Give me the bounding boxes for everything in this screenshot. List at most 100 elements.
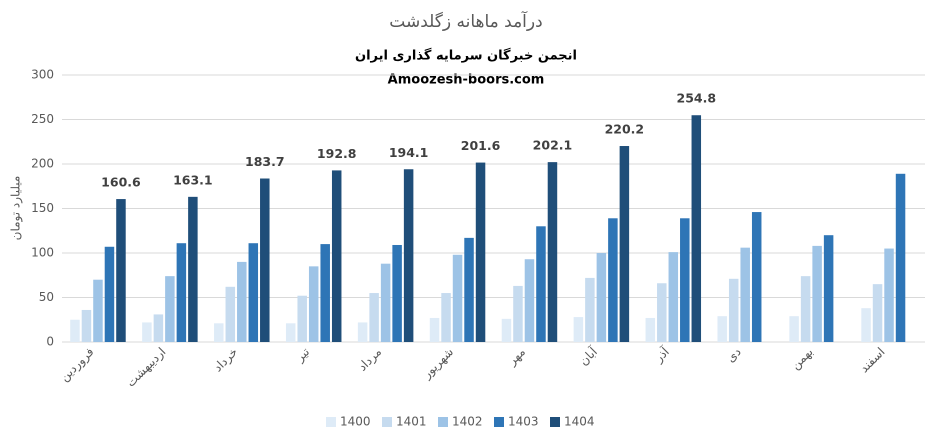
bar bbox=[403, 169, 414, 342]
data-label: 183.7 bbox=[245, 154, 285, 169]
bar bbox=[188, 196, 198, 342]
x-tick-label: شهریور bbox=[419, 345, 457, 383]
bar bbox=[248, 243, 259, 342]
chart-title: درآمد ماهانه زگلدشت bbox=[389, 10, 542, 32]
bar bbox=[573, 317, 584, 342]
bar bbox=[225, 286, 236, 342]
legend-label: 1403 bbox=[508, 415, 539, 429]
bar bbox=[285, 323, 296, 342]
bar bbox=[800, 276, 811, 342]
bar bbox=[823, 235, 834, 342]
data-label: 194.1 bbox=[389, 145, 429, 160]
bar bbox=[585, 277, 595, 342]
data-label: 220.2 bbox=[605, 122, 645, 137]
y-tick-label: 250 bbox=[31, 112, 54, 126]
bar bbox=[536, 226, 546, 342]
bar bbox=[153, 314, 164, 342]
x-tick-label: اردیبهشت bbox=[124, 345, 170, 391]
y-tick-label: 200 bbox=[31, 157, 54, 171]
data-label: 201.6 bbox=[461, 138, 501, 153]
bar bbox=[668, 252, 679, 342]
data-label: 192.8 bbox=[317, 146, 357, 161]
x-tick-label: مرداد bbox=[355, 345, 385, 375]
bar bbox=[104, 246, 115, 342]
legend-label: 1400 bbox=[340, 415, 371, 429]
bar bbox=[380, 263, 391, 342]
bar bbox=[657, 283, 667, 342]
chart-subtitle: Amoozesh-boors.com bbox=[388, 73, 545, 88]
bar bbox=[429, 317, 440, 342]
x-tick-label: تیر bbox=[292, 345, 313, 366]
x-tick-label: آبان bbox=[576, 344, 601, 369]
bar bbox=[237, 261, 247, 342]
data-label: 254.8 bbox=[677, 91, 717, 106]
bar bbox=[740, 247, 750, 342]
bar bbox=[475, 162, 486, 342]
bar bbox=[297, 295, 307, 342]
bar bbox=[260, 178, 270, 342]
bar bbox=[751, 212, 762, 342]
bar bbox=[872, 284, 883, 342]
bar bbox=[93, 279, 103, 342]
bar bbox=[608, 218, 618, 342]
y-tick-label: 300 bbox=[31, 68, 54, 82]
x-tick-label: مهر bbox=[504, 345, 528, 369]
bar bbox=[513, 285, 523, 342]
bar bbox=[619, 146, 630, 342]
legend-swatch bbox=[326, 417, 336, 427]
bar bbox=[596, 253, 607, 342]
bar bbox=[308, 266, 319, 342]
legend-label: 1404 bbox=[564, 415, 595, 429]
bar bbox=[861, 308, 871, 342]
y-tick-label: 50 bbox=[39, 290, 54, 304]
x-tick-label: خرداد bbox=[211, 345, 241, 375]
bar bbox=[789, 316, 799, 342]
bar bbox=[645, 317, 656, 342]
y-tick-label: 0 bbox=[46, 335, 54, 349]
x-tick-label: فروردین bbox=[57, 345, 97, 385]
bar bbox=[142, 322, 152, 342]
bar bbox=[81, 309, 92, 342]
bar bbox=[369, 293, 379, 342]
bar bbox=[717, 316, 727, 342]
bar bbox=[357, 322, 368, 342]
bar bbox=[884, 248, 894, 342]
legend-swatch bbox=[550, 417, 560, 427]
y-tick-label: 100 bbox=[31, 246, 54, 260]
bar bbox=[691, 115, 702, 342]
bar bbox=[895, 173, 906, 342]
x-tick-label: آذر bbox=[650, 344, 673, 367]
bar bbox=[728, 278, 739, 342]
bar bbox=[524, 259, 535, 342]
bar bbox=[165, 276, 175, 342]
bar bbox=[501, 318, 512, 342]
bar bbox=[176, 243, 187, 342]
bar bbox=[116, 199, 126, 342]
bar bbox=[680, 218, 690, 342]
data-label: 163.1 bbox=[173, 172, 213, 187]
x-tick-label: بهمن bbox=[788, 345, 816, 373]
bar bbox=[320, 244, 330, 342]
legend-label: 1401 bbox=[396, 415, 427, 429]
bar bbox=[452, 254, 463, 342]
data-label: 202.1 bbox=[533, 138, 573, 153]
y-tick-label: 150 bbox=[31, 201, 54, 215]
legend-swatch bbox=[382, 417, 392, 427]
x-tick-label: اسفند bbox=[857, 345, 888, 376]
bar bbox=[392, 244, 402, 342]
bar bbox=[547, 162, 558, 342]
legend-label: 1402 bbox=[452, 415, 483, 429]
x-tick-label: دی bbox=[723, 345, 743, 365]
bar bbox=[331, 170, 342, 342]
bar bbox=[464, 237, 474, 342]
legend-swatch bbox=[438, 417, 448, 427]
bar bbox=[214, 323, 224, 342]
data-label: 160.6 bbox=[101, 175, 141, 190]
legend-swatch bbox=[494, 417, 504, 427]
bar bbox=[812, 245, 822, 342]
bar bbox=[441, 293, 451, 342]
chart-subtitle: انجمن خبرگان سرمایه گذاری ایران bbox=[355, 48, 577, 64]
y-axis-label: میلیارد تومان bbox=[9, 176, 24, 241]
bar bbox=[70, 319, 80, 342]
